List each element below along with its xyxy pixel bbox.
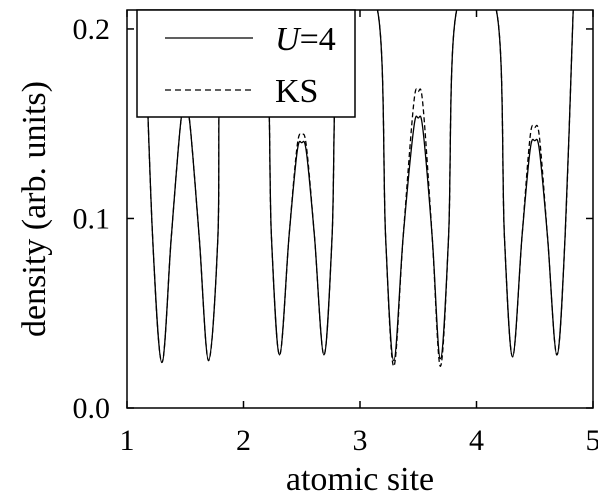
x-tick-label: 4 — [469, 424, 484, 457]
curves — [143, 10, 574, 367]
legend: U=4 KS — [136, 9, 356, 118]
legend-box — [136, 9, 356, 118]
y-axis-label: density (arb. units) — [16, 81, 53, 337]
tick-labels: 1 2 3 4 5 0.0 0.1 0.2 — [73, 13, 598, 457]
x-tick-label: 5 — [586, 424, 598, 457]
x-tick-label: 1 — [120, 424, 135, 457]
legend-label-u4: U=4 — [275, 21, 336, 58]
x-tick-label: 3 — [353, 424, 368, 457]
legend-label-ks: KS — [275, 73, 318, 110]
y-tick-label: 0.0 — [73, 392, 111, 425]
y-tick-label: 0.2 — [73, 13, 111, 46]
x-tick-label: 2 — [236, 424, 251, 457]
y-tick-label: 0.1 — [73, 202, 111, 235]
x-axis-label: atomic site — [286, 461, 434, 497]
